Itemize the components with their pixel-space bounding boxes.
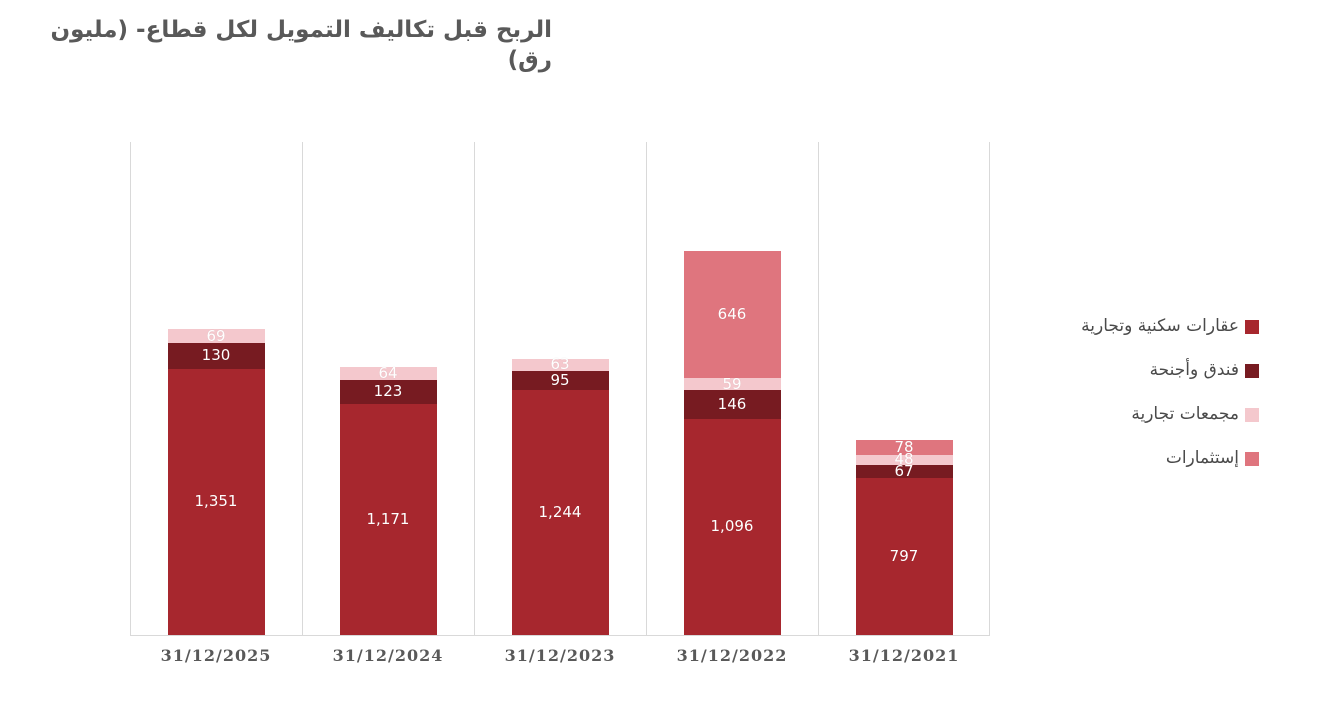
- bar-segment[interactable]: 95: [511, 370, 609, 390]
- bar-segment[interactable]: 69: [167, 326, 265, 345]
- bar-value-label: 1,244: [538, 502, 582, 521]
- bar-segment[interactable]: 123: [339, 379, 437, 405]
- bar-segment[interactable]: 1,244: [511, 389, 609, 635]
- x-axis: 31/12/2025 31/12/2024 31/12/2023 31/12/2022…: [130, 646, 990, 670]
- x-axis-label: 31/12/2025: [160, 646, 272, 665]
- legend-item[interactable]: مجمعات تجارية: [1081, 406, 1259, 423]
- bar-segment[interactable]: 1,096: [683, 418, 781, 635]
- gridline: [302, 142, 303, 635]
- bar-31-12-2021: 78 48 67 797: [855, 438, 953, 635]
- x-axis-label: 31/12/2024: [332, 646, 444, 665]
- bar-segment[interactable]: 63: [511, 355, 609, 374]
- bar-value-label: 63: [550, 355, 570, 374]
- bar-value-label: 67: [894, 461, 914, 480]
- bar-segment[interactable]: 64: [339, 364, 437, 383]
- bar-value-label: 1,171: [366, 510, 410, 529]
- gridline: [646, 142, 647, 635]
- chart-title: الربح قبل تكاليف التمويل لكل قطاع- (مليو…: [50, 17, 552, 73]
- bar-value-label: 69: [206, 326, 226, 345]
- bar-segment[interactable]: 146: [683, 390, 781, 419]
- bar-value-label: 95: [550, 370, 570, 389]
- x-axis-label: 31/12/2021: [848, 646, 960, 665]
- legend-swatch: [1245, 451, 1259, 466]
- legend-label: مجمعات تجارية: [1131, 404, 1239, 424]
- bar-value-label: 1,096: [710, 517, 754, 536]
- bar-31-12-2024: 64 123 1,171: [339, 364, 437, 635]
- x-axis-label: 31/12/2023: [504, 646, 616, 665]
- bar-value-label: 1,351: [194, 492, 238, 511]
- legend-item[interactable]: فندق وأجنحة: [1081, 362, 1259, 379]
- bar-value-label: 146: [717, 394, 747, 413]
- gridline: [130, 142, 131, 635]
- bar-segment[interactable]: 67: [855, 461, 953, 480]
- legend: عقارات سكنية وتجارية فندق وأجنحة مجمعات تج…: [1081, 318, 1259, 467]
- bar-value-label: 797: [889, 546, 919, 565]
- gridline: [989, 142, 990, 635]
- plot-area: 69 130 1,351 64 123 1,171 63 95 1,244 646 59 146 1,0…: [130, 142, 990, 636]
- bar-31-12-2023: 63 95 1,244: [511, 355, 609, 635]
- bar-segment[interactable]: 1,351: [167, 368, 265, 635]
- bar-value-label: 130: [201, 346, 231, 365]
- bar-31-12-2025: 69 130 1,351: [167, 326, 265, 635]
- bar-segment[interactable]: 48: [855, 450, 953, 469]
- legend-swatch: [1245, 407, 1259, 422]
- bar-segment[interactable]: 59: [683, 374, 781, 393]
- bar-value-label: 123: [373, 382, 403, 401]
- legend-label: فندق وأجنحة: [1149, 360, 1239, 380]
- gridline: [818, 142, 819, 635]
- bar-value-label: 64: [378, 364, 398, 383]
- bar-segment[interactable]: 797: [855, 477, 953, 635]
- legend-item[interactable]: إستثمارات: [1081, 450, 1259, 467]
- bar-segment[interactable]: 1,171: [339, 404, 437, 635]
- x-axis-label: 31/12/2022: [676, 646, 788, 665]
- bar-31-12-2022: 646 59 146 1,096: [683, 251, 781, 635]
- legend-label: عقارات سكنية وتجارية: [1081, 316, 1239, 336]
- bar-value-label: 48: [894, 450, 914, 469]
- bar-value-label: 59: [722, 374, 742, 393]
- gridline: [474, 142, 475, 635]
- bar-value-label: 78: [894, 438, 914, 456]
- legend-swatch: [1245, 319, 1259, 334]
- legend-label: إستثمارات: [1165, 448, 1239, 468]
- bar-segment[interactable]: 130: [167, 342, 265, 369]
- bar-value-label: 646: [717, 305, 747, 324]
- bar-segment[interactable]: 646: [683, 251, 781, 379]
- legend-item[interactable]: عقارات سكنية وتجارية: [1081, 318, 1259, 335]
- bar-segment[interactable]: 78: [855, 438, 953, 456]
- legend-swatch: [1245, 363, 1259, 378]
